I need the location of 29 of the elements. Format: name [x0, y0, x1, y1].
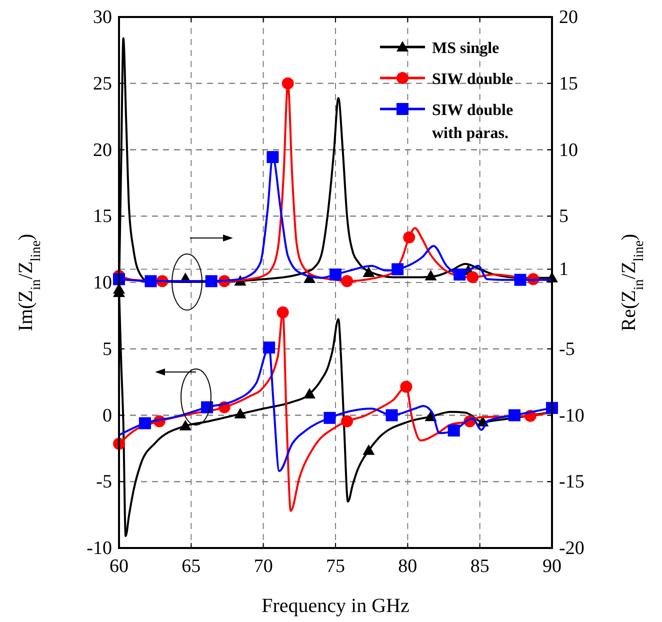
y2-tick-label: 10: [559, 140, 578, 161]
y2-tick-label: 15: [559, 73, 578, 94]
x-tick-label: 80: [398, 556, 418, 577]
x-tick-label: 85: [470, 556, 490, 577]
y2-tick-label: -10: [559, 405, 584, 426]
y2-tick-label: 5: [559, 206, 568, 228]
y-tick-label: 5: [102, 338, 112, 360]
y2-tick-label: -20: [559, 538, 584, 559]
y-tick-label: 10: [93, 272, 112, 294]
y-tick-label: 30: [93, 7, 112, 28]
legend-label: SIW double: [432, 71, 514, 88]
x-tick-label: 90: [542, 556, 562, 577]
legend-label: MS single: [432, 40, 500, 57]
legend-label: SIW double with paras.: [432, 102, 514, 142]
x-tick-label: 65: [182, 556, 201, 577]
x-tick-label: 60: [110, 556, 128, 577]
y-tick-label: 0: [102, 405, 112, 426]
y2-tick-label: 20: [559, 7, 578, 28]
x-tick-label: 70: [254, 556, 273, 577]
y2-tick-label: -5: [559, 338, 575, 360]
y-tick-label: -5: [96, 472, 112, 493]
x-tick-label: 75: [326, 556, 345, 577]
y-tick-label: 25: [93, 73, 112, 94]
y-tick-label: -10: [86, 538, 112, 559]
y-tick-label: 20: [93, 140, 112, 161]
y2-tick-label: -15: [559, 472, 584, 493]
x-axis-title: Frequency in GHz: [262, 595, 410, 617]
y-tick-label: 15: [93, 206, 112, 228]
y2-tick-label: 1: [559, 259, 568, 280]
